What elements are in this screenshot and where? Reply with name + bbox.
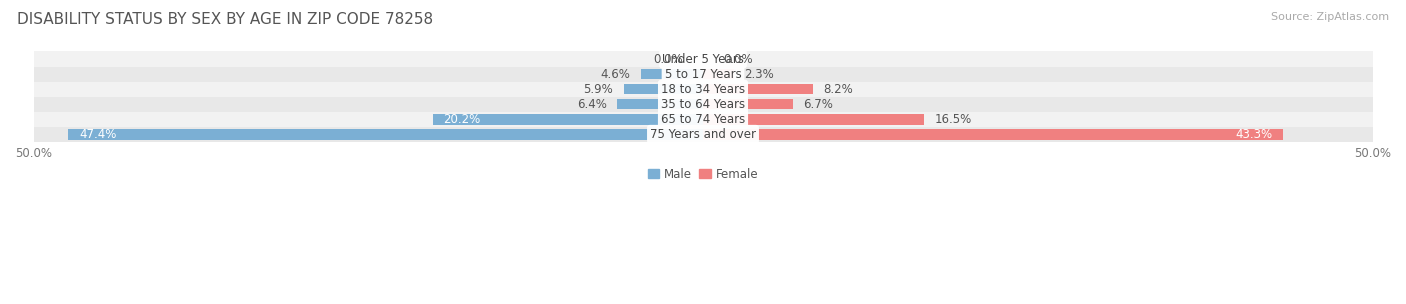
Text: 6.7%: 6.7% [803,98,834,111]
Bar [34,112,1372,127]
Bar [34,97,1372,112]
Text: 0.0%: 0.0% [723,53,752,65]
Bar [624,84,703,95]
Text: 8.2%: 8.2% [824,83,853,96]
Text: 5.9%: 5.9% [583,83,613,96]
Bar [34,51,1372,67]
Text: 43.3%: 43.3% [1234,128,1272,141]
Bar [69,129,703,140]
Bar [641,69,703,79]
Text: 35 to 64 Years: 35 to 64 Years [661,98,745,111]
Bar [34,67,1372,81]
Text: 20.2%: 20.2% [443,113,481,126]
Text: 6.4%: 6.4% [576,98,606,111]
Text: 75 Years and over: 75 Years and over [650,128,756,141]
Bar [617,99,703,109]
Bar [433,114,703,125]
Text: 16.5%: 16.5% [935,113,972,126]
Text: 0.0%: 0.0% [654,53,683,65]
Bar [703,129,1282,140]
Text: DISABILITY STATUS BY SEX BY AGE IN ZIP CODE 78258: DISABILITY STATUS BY SEX BY AGE IN ZIP C… [17,12,433,27]
Text: Source: ZipAtlas.com: Source: ZipAtlas.com [1271,12,1389,22]
Bar [34,81,1372,97]
Bar [703,99,793,109]
Text: 2.3%: 2.3% [745,67,775,81]
Bar [703,69,734,79]
Text: 65 to 74 Years: 65 to 74 Years [661,113,745,126]
Bar [34,127,1372,142]
Bar [703,84,813,95]
Bar [703,114,924,125]
Text: 18 to 34 Years: 18 to 34 Years [661,83,745,96]
Text: 4.6%: 4.6% [600,67,631,81]
Text: 47.4%: 47.4% [79,128,117,141]
Legend: Male, Female: Male, Female [643,163,763,186]
Text: Under 5 Years: Under 5 Years [662,53,744,65]
Text: 5 to 17 Years: 5 to 17 Years [665,67,741,81]
